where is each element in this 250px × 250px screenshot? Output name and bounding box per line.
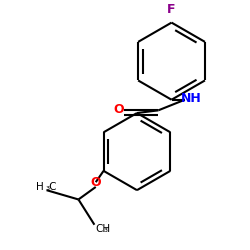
- Text: ₃: ₃: [103, 224, 107, 234]
- Text: NH: NH: [181, 92, 202, 105]
- Text: O: O: [90, 176, 101, 189]
- Text: F: F: [167, 3, 176, 16]
- Text: CH: CH: [96, 224, 111, 234]
- Text: O: O: [114, 102, 124, 116]
- Text: ₃C: ₃C: [45, 182, 57, 192]
- Text: H: H: [36, 182, 44, 192]
